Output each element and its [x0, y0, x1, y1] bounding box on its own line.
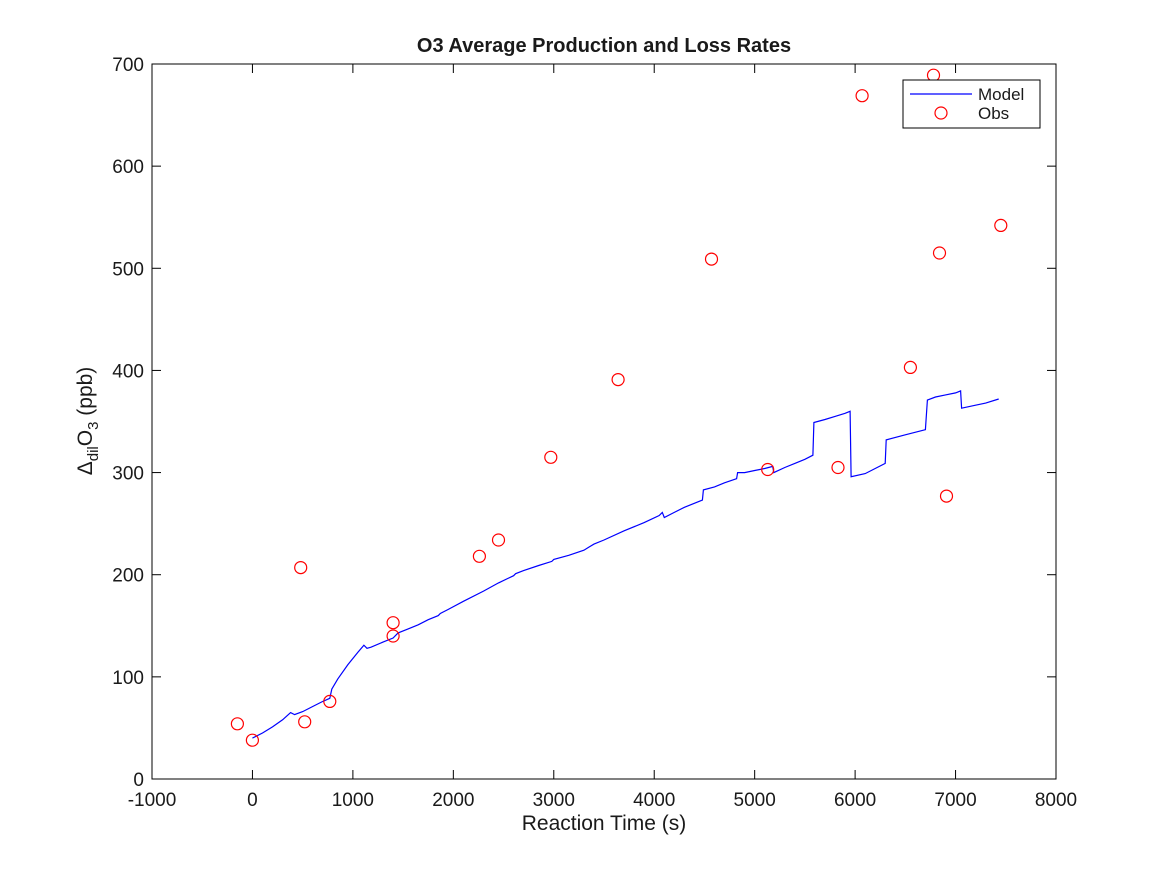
obs-point: [939, 489, 954, 503]
obs-point: [298, 715, 312, 729]
obs-point: [230, 717, 244, 731]
model-series-line: [252, 390, 999, 739]
x-tick-label: -1000: [128, 790, 177, 811]
y-axis-label-suffix: (ppb): [74, 367, 97, 422]
legend-model-label: Model: [978, 85, 1024, 104]
y-axis-label-main-sub: 3: [85, 422, 102, 430]
x-tick-labels: -1000 0 1000 2000 3000 4000 5000 6000 7000 8000: [128, 790, 1077, 811]
y-tick-label: 0: [133, 770, 144, 791]
obs-point: [831, 460, 845, 475]
obs-point: [386, 616, 400, 630]
tick-marks: [151, 63, 1057, 780]
chart-title: O3 Average Production and Loss Rates: [417, 35, 791, 57]
obs-point: [761, 462, 775, 477]
obs-point: [544, 450, 558, 464]
y-tick-labels: 0 100 200 300 400 500 600 700: [112, 55, 144, 791]
legend-obs-marker: [934, 106, 948, 120]
obs-point: [994, 218, 1008, 232]
obs-point: [472, 549, 486, 563]
obs-point: [491, 533, 506, 547]
y-tick-label: 400: [112, 361, 144, 382]
obs-point: [245, 733, 259, 747]
x-tick-label: 4000: [633, 790, 675, 811]
obs-point: [611, 373, 625, 387]
x-tick-label: 2000: [432, 790, 474, 811]
obs-point: [323, 694, 337, 709]
series-layer: [230, 68, 1008, 747]
obs-point: [704, 252, 719, 266]
legend-box: [902, 79, 1041, 129]
obs-point: [855, 89, 869, 103]
y-tick-label: 300: [112, 464, 144, 485]
obs-point: [386, 629, 400, 643]
y-tick-label: 700: [112, 55, 144, 76]
y-tick-label: 100: [112, 668, 144, 689]
x-tick-label: 3000: [533, 790, 575, 811]
y-tick-label: 200: [112, 566, 144, 587]
y-axis-label: ΔdilO3 (ppb): [74, 367, 102, 476]
y-tick-label: 600: [112, 157, 144, 178]
x-tick-label: 5000: [734, 790, 776, 811]
y-axis-label-prefix-sub: dil: [85, 446, 102, 461]
plot-area: [151, 63, 1057, 780]
obs-point: [294, 560, 308, 575]
x-tick-label: 0: [247, 790, 258, 811]
y-axis-label-prefix: Δ: [74, 461, 97, 475]
y-axis-label-main: O: [74, 430, 97, 446]
y-tick-label: 500: [112, 259, 144, 280]
legend: Model Obs: [902, 79, 1041, 129]
x-tick-label: 7000: [934, 790, 976, 811]
x-axis-label: Reaction Time (s): [522, 812, 687, 835]
obs-point: [903, 360, 918, 374]
x-tick-label: 6000: [834, 790, 876, 811]
x-tick-label: 8000: [1035, 790, 1077, 811]
obs-point: [932, 246, 947, 260]
legend-obs-label: Obs: [978, 104, 1009, 123]
x-tick-label: 1000: [332, 790, 374, 811]
